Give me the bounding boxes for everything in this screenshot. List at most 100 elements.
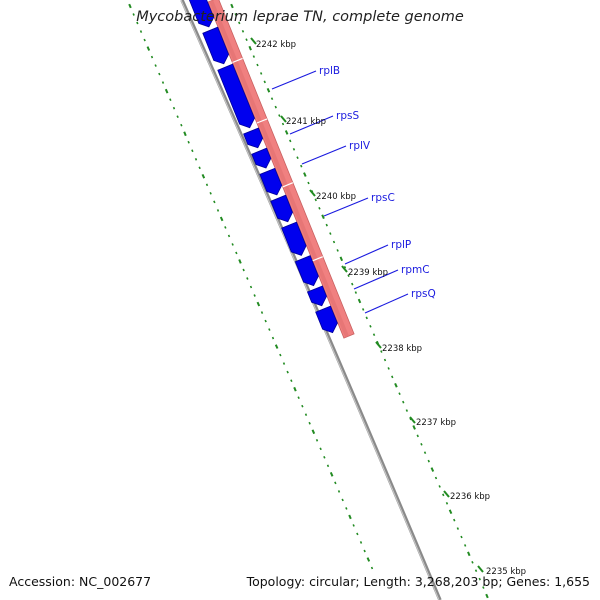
kbp-tick-label: 2238 kbp: [382, 344, 422, 354]
gene-label-rpsC[interactable]: rpsC: [371, 192, 395, 204]
outer-ruler-dot: [474, 569, 478, 573]
outer-ruler-dot: [361, 308, 365, 311]
outer-ruler-dot: [380, 350, 383, 353]
length-value: 3,268,203 bp: [414, 574, 499, 589]
cds-segment-divider: [232, 57, 243, 64]
kbp-tick-label: 2239 kbp: [348, 268, 388, 278]
kbp-tick-label: 2235 kbp: [486, 567, 526, 577]
inner-ruler-dot: [345, 507, 348, 510]
gene-label-lines: [271, 70, 409, 314]
inner-ruler-dot: [282, 362, 286, 365]
outer-ruler-dot: [332, 240, 336, 244]
accession-value: NC_002677: [79, 574, 152, 589]
gene-arrow: [188, 0, 215, 28]
outer-ruler-dot: [420, 442, 423, 446]
gene-label-rpmC[interactable]: rpmC: [401, 264, 430, 276]
outer-ruler-dot: [325, 223, 328, 227]
outer-ruler-dot: [416, 434, 419, 438]
inner-ruler-dot: [246, 277, 249, 280]
outer-ruler-dot: [423, 451, 427, 455]
gene-arrow: [306, 285, 327, 307]
gene-labels: rplB rpsS rplV rpsC rplP rpmC rpsQ: [319, 65, 436, 300]
inner-ruler-dot: [290, 379, 293, 383]
outer-ruler-dot: [365, 316, 368, 320]
inner-ruler-dot: [311, 429, 316, 435]
outer-ruler-dot: [456, 527, 460, 530]
inner-ruler-dot: [191, 149, 194, 153]
inner-ruler-dot: [158, 72, 161, 76]
inner-ruler-dot: [256, 301, 261, 307]
kbp-tick-label: 2240 kbp: [316, 192, 356, 202]
ruler-dots: [128, 3, 489, 599]
inner-ruler-dot: [213, 200, 216, 204]
outer-ruler-dot: [354, 291, 358, 294]
inner-ruler-dot: [176, 115, 179, 119]
gene-label-rplV[interactable]: rplV: [349, 140, 371, 152]
inner-ruler-dot: [260, 311, 264, 314]
inner-ruler-dot: [227, 234, 231, 238]
outer-ruler-dot: [307, 181, 310, 185]
inner-ruler-dot: [363, 549, 366, 553]
outer-ruler-dot: [369, 324, 372, 328]
inner-ruler-dot: [128, 3, 132, 9]
gene-label-line: [353, 269, 399, 290]
outer-ruler-dot: [245, 38, 248, 42]
inner-ruler-dot: [359, 541, 363, 544]
kbp-tick-mark: [341, 265, 348, 273]
outer-ruler-dot: [478, 577, 481, 581]
gene-arrow: [202, 26, 230, 65]
outer-ruler-dot: [281, 122, 285, 126]
gene-label-rpsQ[interactable]: rpsQ: [411, 288, 436, 300]
outer-ruler-dot: [274, 105, 277, 109]
outer-ruler-dot: [467, 551, 471, 557]
outer-ruler-dot: [252, 55, 256, 58]
inner-ruler-dot: [205, 183, 209, 187]
gene-label-rpsS[interactable]: rpsS: [336, 110, 359, 122]
outer-ruler-dot: [329, 232, 332, 235]
outer-ruler-dot: [485, 593, 489, 599]
kbp-ticks: 2242 kbp 2241 kbp 2240 kbp 2239 kbp 2238 kbp…: [250, 37, 526, 577]
gene-label-rplP[interactable]: rplP: [391, 239, 411, 251]
outer-ruler-dot: [463, 544, 467, 547]
outer-ruler-dot: [430, 467, 435, 472]
inner-ruler-dot: [249, 285, 253, 289]
outer-ruler-dot: [448, 509, 453, 515]
cds-track: [207, 0, 355, 339]
topology-value: circular: [309, 574, 356, 589]
inner-ruler-dot: [323, 455, 326, 459]
inner-ruler-dot: [297, 396, 300, 400]
length-label: Length:: [363, 574, 411, 589]
inner-ruler-dot: [216, 209, 220, 212]
inner-ruler-dot: [150, 55, 154, 59]
inner-ruler-dot: [304, 413, 308, 416]
gene-label-rplB[interactable]: rplB: [319, 65, 340, 77]
inner-ruler-dot: [337, 490, 341, 493]
kbp-tick-label: 2242 kbp: [256, 40, 296, 50]
outer-ruler-dot: [303, 172, 307, 177]
outer-ruler-dot: [259, 72, 263, 75]
outer-ruler-dot: [391, 375, 394, 379]
inner-ruler-dot: [224, 226, 227, 229]
outer-ruler-dot: [278, 114, 281, 117]
outer-ruler-dot: [263, 80, 266, 84]
kbp-tick-mark: [375, 341, 382, 349]
inner-ruler-dot: [164, 88, 169, 94]
outer-ruler-dot: [412, 425, 416, 430]
gene-arrow: [294, 255, 319, 287]
genome-summary: Topology: circular; Length: 3,268,203 bp…: [246, 574, 590, 589]
gene-arrow: [315, 305, 338, 334]
outer-ruler-dot: [336, 249, 339, 252]
outer-ruler-dot: [427, 459, 430, 463]
outer-ruler-dot: [471, 560, 474, 564]
gene-arrow: [251, 147, 272, 169]
inner-ruler-dot: [139, 30, 143, 33]
outer-ruler-dot: [292, 147, 296, 151]
kbp-tick-mark: [309, 189, 316, 197]
inner-ruler-dot: [279, 353, 282, 357]
outer-ruler-dot: [438, 485, 441, 488]
gene-arrow: [270, 194, 293, 223]
inner-ruler-dot: [326, 464, 330, 468]
outer-ruler-dot: [442, 493, 445, 497]
gene-arrow: [243, 127, 264, 149]
